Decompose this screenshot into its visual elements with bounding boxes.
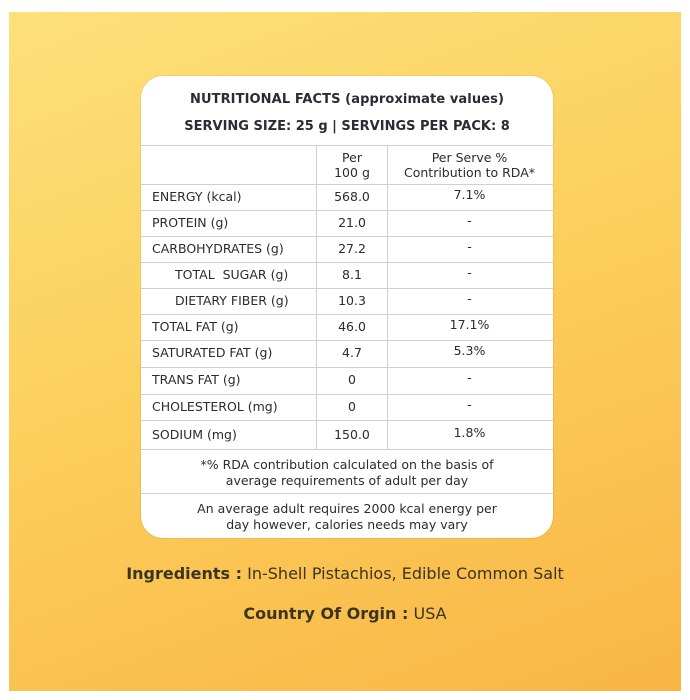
nutrition-facts-panel: NUTRITIONAL FACTS (approximate values) S… bbox=[141, 76, 553, 538]
ingredients-line: Ingredients : In-Shell Pistachios, Edibl… bbox=[0, 564, 690, 583]
rda-value: - bbox=[467, 291, 472, 306]
divider bbox=[141, 145, 553, 146]
divider bbox=[141, 394, 553, 395]
rda-value: 1.8% bbox=[453, 425, 486, 440]
rda-value: - bbox=[467, 397, 472, 412]
table-row: SATURATED FAT (g) 4.7 5.3% bbox=[141, 340, 553, 366]
adult-energy-note: An average adult requires 2000 kcal ener… bbox=[141, 501, 553, 533]
column-header-per-100g: Per 100 g bbox=[317, 150, 387, 180]
header-line: 100 g bbox=[334, 165, 370, 180]
divider bbox=[141, 262, 553, 263]
note-line: day however, calories needs may vary bbox=[226, 517, 468, 532]
rda-value: - bbox=[467, 239, 472, 254]
divider bbox=[141, 449, 553, 450]
panel-title: NUTRITIONAL FACTS (approximate values) bbox=[189, 92, 505, 107]
column-divider bbox=[387, 145, 388, 449]
table-row: TRANS FAT (g) 0 - bbox=[141, 367, 553, 393]
table-row: CARBOHYDRATES (g) 27.2 - bbox=[141, 236, 553, 262]
divider bbox=[141, 420, 553, 421]
table-row: TOTAL SUGAR (g) 8.1 - bbox=[141, 262, 553, 288]
nutrient-name: TOTAL FAT (g) bbox=[152, 319, 239, 334]
table-row: PROTEIN (g) 21.0 - bbox=[141, 210, 553, 236]
header-line: Per bbox=[342, 150, 362, 165]
origin-value: USA bbox=[408, 604, 447, 623]
per-100g-value: 0 bbox=[348, 399, 356, 414]
divider bbox=[141, 340, 553, 341]
rda-value: 7.1% bbox=[453, 187, 486, 202]
divider bbox=[141, 210, 553, 211]
per-100g-value: 568.0 bbox=[334, 189, 370, 204]
rda-value: - bbox=[467, 370, 472, 385]
table-row: ENERGY (kcal) 568.0 7.1% bbox=[141, 184, 553, 210]
per-100g-value: 150.0 bbox=[334, 427, 370, 442]
rda-value: - bbox=[467, 213, 472, 228]
ingredients-value: In-Shell Pistachios, Edible Common Salt bbox=[242, 564, 564, 583]
per-100g-value: 0 bbox=[348, 372, 356, 387]
column-header-rda: Per Serve % Contribution to RDA* bbox=[388, 150, 551, 180]
per-100g-value: 8.1 bbox=[342, 267, 362, 282]
rda-footnote: *% RDA contribution calculated on the ba… bbox=[141, 457, 553, 489]
nutrient-name: SATURATED FAT (g) bbox=[152, 345, 273, 360]
serving-info: SERVING SIZE: 25 g | SERVINGS PER PACK: … bbox=[184, 119, 510, 134]
table-row: DIETARY FIBER (g) 10.3 - bbox=[141, 288, 553, 314]
divider bbox=[141, 236, 553, 237]
nutrient-name: TRANS FAT (g) bbox=[152, 372, 241, 387]
rda-value: 5.3% bbox=[453, 343, 486, 358]
ingredients-label: Ingredients : bbox=[126, 564, 243, 583]
per-100g-value: 4.7 bbox=[342, 345, 362, 360]
footnote-line: average requirements of adult per day bbox=[225, 473, 469, 488]
rda-value: 17.1% bbox=[449, 317, 490, 332]
origin-line: Country Of Orgin : USA bbox=[0, 604, 690, 623]
table-row: TOTAL FAT (g) 46.0 17.1% bbox=[141, 314, 553, 340]
nutrient-name: ENERGY (kcal) bbox=[152, 189, 242, 204]
footnote-line: *% RDA contribution calculated on the ba… bbox=[200, 457, 494, 472]
table-row: SODIUM (mg) 150.0 1.8% bbox=[141, 422, 553, 448]
nutrient-name: CHOLESTEROL (mg) bbox=[152, 399, 278, 414]
rda-value: - bbox=[467, 265, 472, 280]
column-divider bbox=[316, 145, 317, 449]
divider bbox=[141, 288, 553, 289]
divider bbox=[141, 314, 553, 315]
per-100g-value: 10.3 bbox=[338, 293, 366, 308]
origin-label: Country Of Orgin : bbox=[243, 604, 409, 623]
per-100g-value: 21.0 bbox=[338, 215, 366, 230]
nutrient-name: TOTAL SUGAR (g) bbox=[175, 267, 289, 282]
per-100g-value: 27.2 bbox=[338, 241, 366, 256]
note-line: An average adult requires 2000 kcal ener… bbox=[197, 501, 497, 516]
header-line: Contribution to RDA* bbox=[404, 165, 535, 180]
header-line: Per Serve % bbox=[431, 150, 508, 165]
divider bbox=[141, 493, 553, 494]
nutrient-name: DIETARY FIBER (g) bbox=[175, 293, 289, 308]
nutrient-name: CARBOHYDRATES (g) bbox=[152, 241, 284, 256]
table-row: CHOLESTEROL (mg) 0 - bbox=[141, 394, 553, 420]
divider bbox=[141, 184, 553, 185]
nutrient-name: SODIUM (mg) bbox=[152, 427, 237, 442]
per-100g-value: 46.0 bbox=[338, 319, 366, 334]
divider bbox=[141, 367, 553, 368]
nutrient-name: PROTEIN (g) bbox=[152, 215, 229, 230]
